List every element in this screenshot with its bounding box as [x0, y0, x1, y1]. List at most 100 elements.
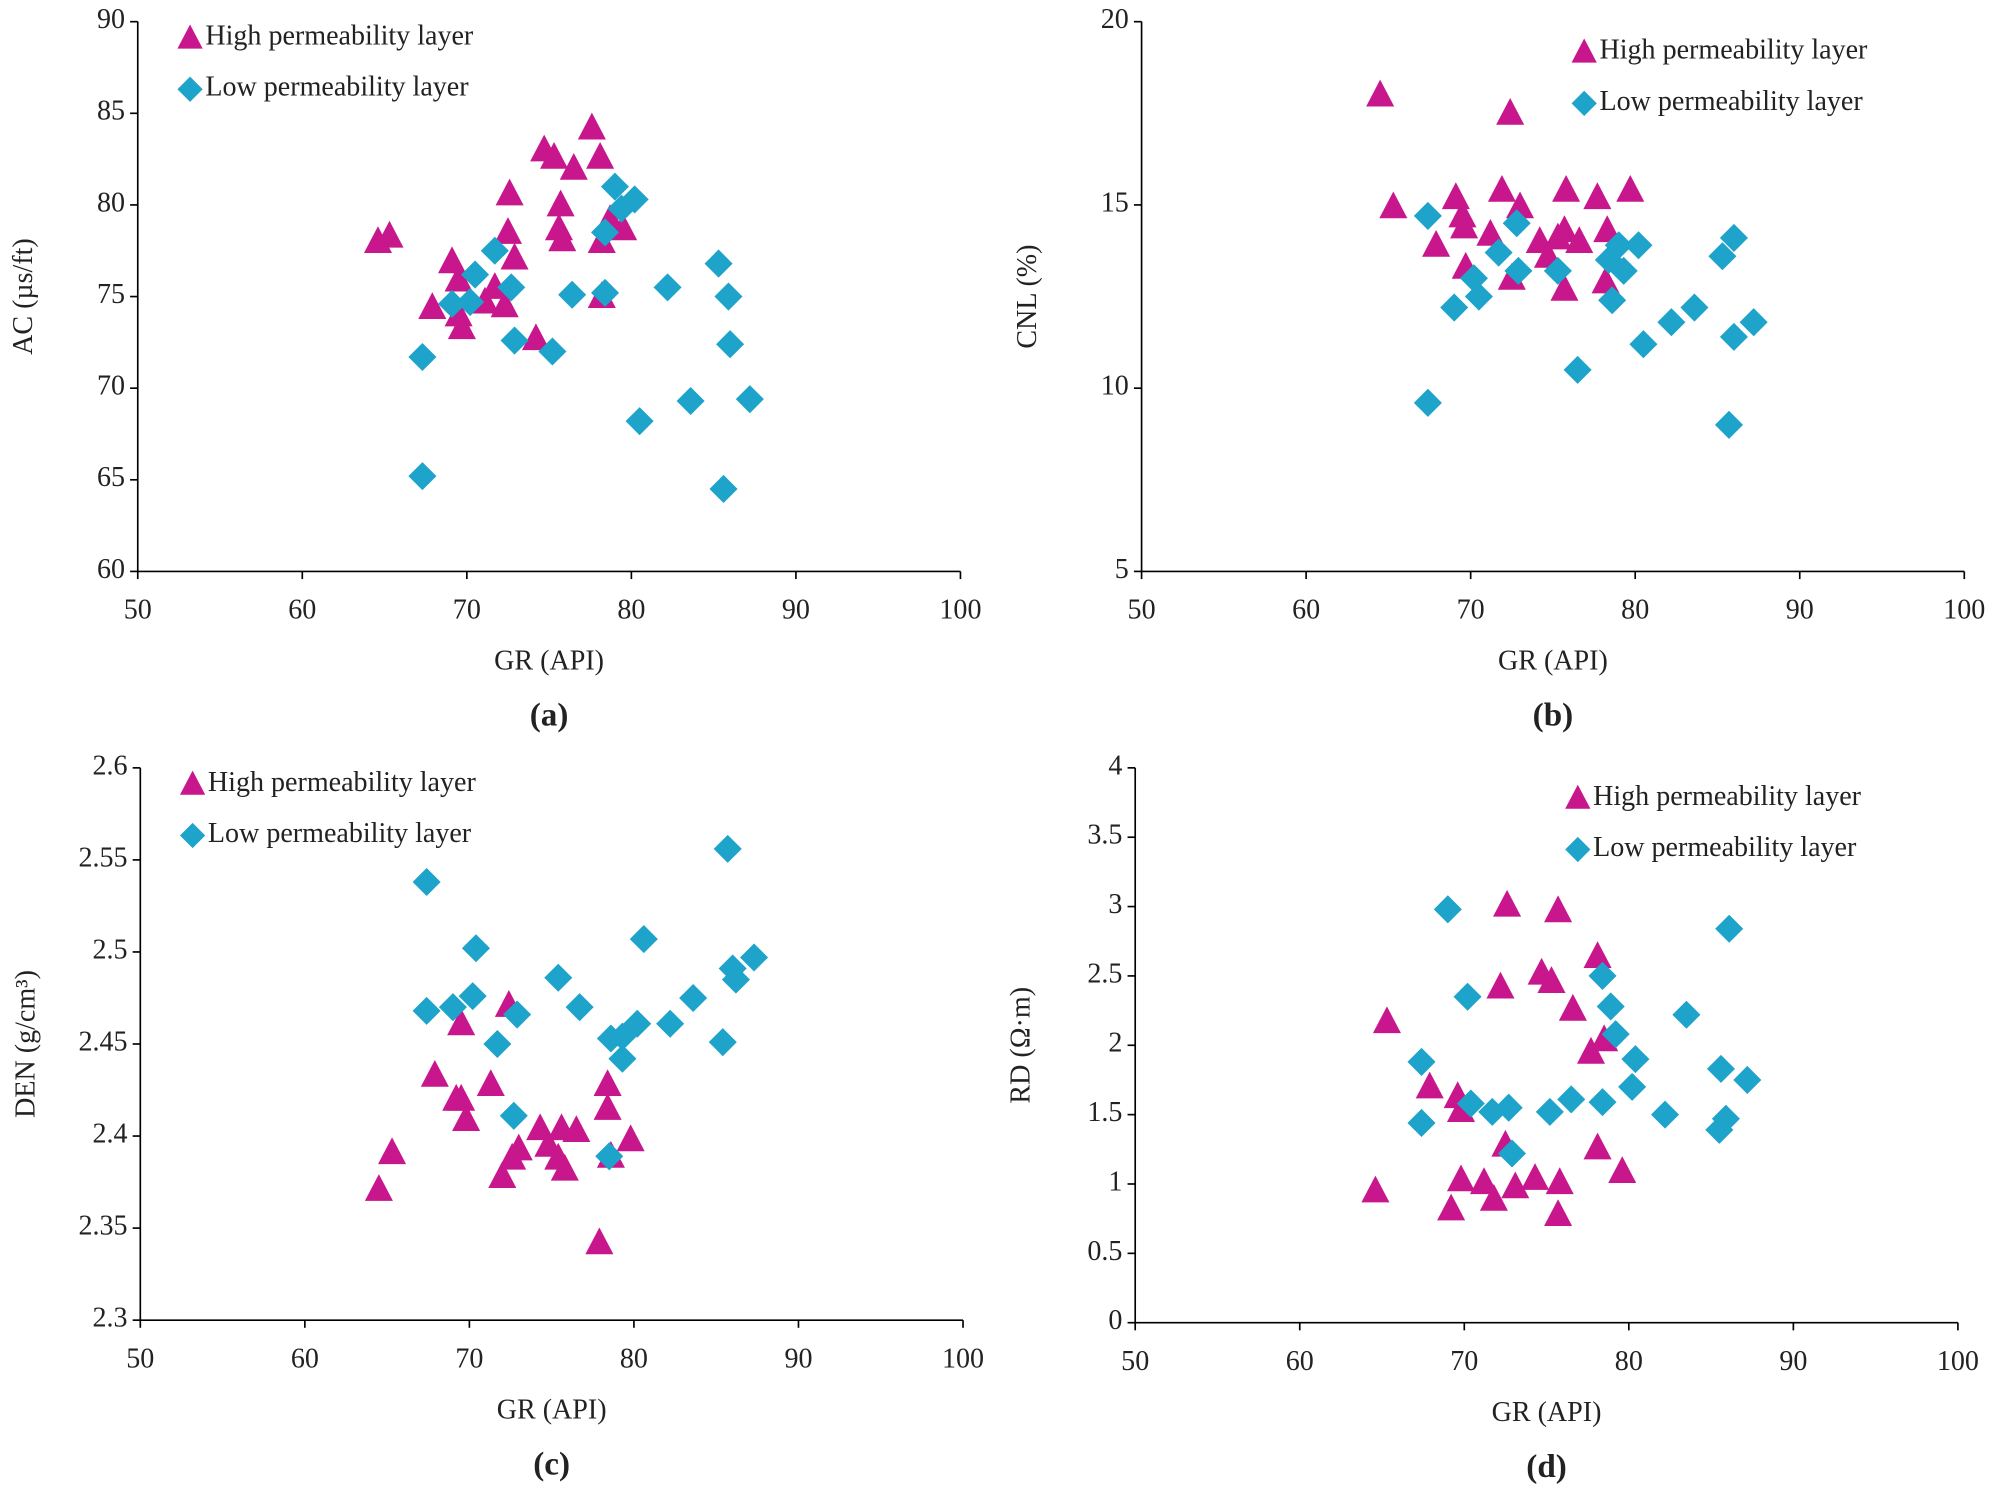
- data-point: [1609, 256, 1638, 285]
- x-tick-label: 90: [784, 1343, 812, 1374]
- x-tick-label: 50: [126, 1343, 154, 1374]
- data-point: [676, 386, 705, 416]
- data-point: [437, 289, 467, 318]
- data-point: [1437, 1193, 1466, 1221]
- data-point: [1453, 982, 1482, 1011]
- y-tick-label: 2.3: [92, 1303, 127, 1334]
- data-point: [452, 1104, 481, 1131]
- legend-label: High permeability layer: [1593, 781, 1862, 812]
- x-tick-label: 60: [1286, 1346, 1314, 1377]
- y-axis-label: RD (Ω·m): [1005, 987, 1036, 1104]
- data-point: [1719, 322, 1748, 351]
- x-tick-label: 100: [939, 595, 981, 626]
- y-axis-label: AC (µs/ft): [8, 238, 39, 355]
- data-point: [1413, 201, 1442, 230]
- data-point: [713, 834, 742, 863]
- caption: (d): [1526, 1448, 1567, 1485]
- data-point: [1496, 98, 1525, 125]
- x-tick-label: 80: [617, 595, 645, 626]
- data-point: [412, 867, 441, 897]
- x-axis-label: GR (API): [1492, 1397, 1602, 1428]
- y-tick-label: 10: [1101, 371, 1129, 402]
- data-point: [550, 1153, 579, 1181]
- data-point: [1680, 293, 1709, 322]
- data-point: [608, 1044, 637, 1073]
- data-point: [540, 141, 569, 169]
- y-tick-label: 2.4: [92, 1118, 127, 1149]
- data-point: [1504, 256, 1533, 285]
- data-point: [1433, 895, 1462, 924]
- data-point: [1557, 1085, 1586, 1114]
- y-tick-label: 85: [97, 96, 125, 127]
- y-tick-label: 2.5: [92, 934, 127, 965]
- data-point: [1501, 1171, 1530, 1199]
- data-point: [1493, 889, 1522, 917]
- data-point: [1497, 1139, 1527, 1168]
- data-point: [521, 323, 550, 351]
- data-point: [1657, 308, 1686, 337]
- data-point: [679, 983, 708, 1013]
- legend-label: High permeability layer: [1599, 35, 1868, 66]
- x-tick-label: 100: [1943, 595, 1985, 626]
- y-tick-label: 80: [97, 187, 125, 218]
- legend-marker: [177, 24, 203, 49]
- data-point: [1446, 1095, 1476, 1122]
- data-point: [1706, 1054, 1735, 1083]
- data-point: [600, 172, 629, 201]
- data-point: [1441, 182, 1470, 210]
- data-point: [616, 1124, 645, 1152]
- data-point: [548, 224, 577, 252]
- data-point: [437, 246, 467, 274]
- data-point: [488, 1161, 517, 1189]
- data-point: [559, 152, 588, 180]
- legend-marker: [179, 822, 206, 849]
- x-tick-label: 70: [453, 595, 481, 626]
- data-point: [483, 1029, 512, 1059]
- y-tick-label: 20: [1101, 4, 1129, 35]
- data-point: [480, 272, 509, 299]
- y-tick-label: 2.6: [92, 750, 127, 781]
- data-point: [447, 1008, 476, 1036]
- data-point: [1715, 914, 1744, 943]
- data-point: [1550, 215, 1579, 243]
- x-tick-label: 90: [1786, 595, 1814, 626]
- data-point: [456, 288, 485, 317]
- y-tick-label: 60: [97, 554, 125, 585]
- y-tick-label: 2.45: [78, 1026, 127, 1057]
- x-tick-label: 80: [620, 1343, 648, 1374]
- data-point: [1413, 388, 1442, 417]
- data-point: [546, 189, 575, 217]
- legend-label: Low permeability layer: [205, 72, 469, 103]
- x-tick-label: 60: [288, 595, 316, 626]
- data-point: [1366, 79, 1395, 107]
- y-tick-label: 3: [1108, 889, 1122, 920]
- data-point: [438, 993, 467, 1022]
- y-axis-label: DEN (g/cm³): [11, 970, 42, 1118]
- data-point: [444, 264, 473, 292]
- x-tick-label: 80: [1615, 1346, 1643, 1377]
- data-point: [480, 236, 509, 265]
- data-point: [1604, 231, 1633, 260]
- data-point: [1672, 1000, 1701, 1029]
- data-point: [461, 260, 490, 289]
- y-tick-label: 2.35: [78, 1211, 127, 1242]
- data-point: [1596, 992, 1625, 1021]
- data-point: [1446, 1164, 1476, 1192]
- legend-label: Low permeability layer: [1593, 832, 1857, 863]
- legend-label: Low permeability layer: [1599, 86, 1863, 117]
- x-tick-label: 90: [1779, 1346, 1807, 1377]
- data-point: [1415, 1071, 1444, 1099]
- legend-marker: [1571, 90, 1597, 116]
- legend-marker: [1565, 836, 1591, 863]
- data-point: [1739, 308, 1768, 337]
- data-point: [586, 141, 615, 169]
- data-point: [1588, 961, 1617, 990]
- data-point: [653, 273, 682, 302]
- data-point: [447, 1083, 476, 1111]
- x-axis-label: GR (API): [1498, 646, 1608, 677]
- caption: (a): [530, 697, 569, 734]
- data-point: [1583, 182, 1612, 210]
- data-point: [1479, 1183, 1508, 1211]
- y-tick-label: 2: [1108, 1028, 1122, 1059]
